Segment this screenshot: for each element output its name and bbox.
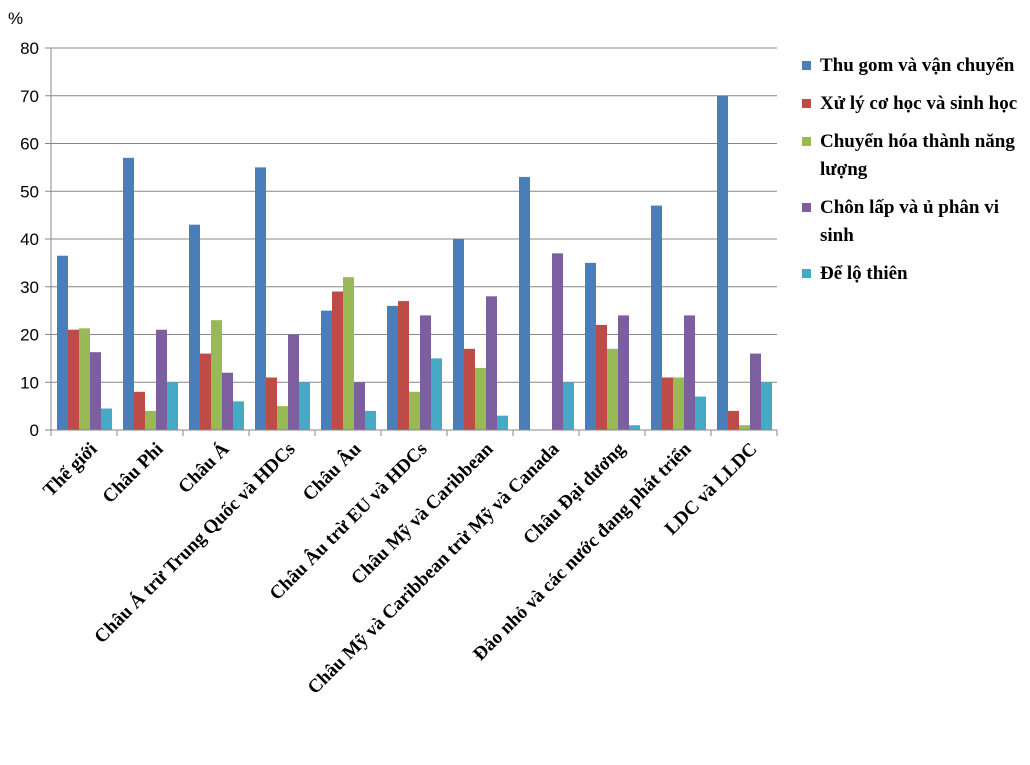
bar — [761, 382, 772, 430]
bar — [90, 352, 101, 430]
bar — [596, 324, 607, 430]
y-tick-label: 10 — [20, 373, 39, 392]
legend: Thu gom và vận chuyển Xử lý cơ học và sin… — [800, 52, 1028, 298]
bar — [343, 277, 354, 430]
bar — [750, 353, 761, 430]
bar — [277, 406, 288, 430]
bar — [200, 353, 211, 430]
bar — [79, 328, 90, 430]
bar — [233, 401, 244, 430]
bar — [167, 382, 178, 430]
x-tick-label: Châu Mỹ và Caribbean trừ Mỹ và Canada — [304, 438, 564, 698]
bar — [255, 167, 266, 430]
bar — [717, 95, 728, 430]
bar — [497, 415, 508, 430]
bar — [354, 382, 365, 430]
bar — [365, 410, 376, 430]
bar — [420, 315, 431, 430]
y-axis-label: % — [8, 9, 23, 28]
y-tick-label: 0 — [30, 421, 39, 440]
legend-label: Thu gom và vận chuyển — [820, 55, 1015, 76]
legend-label: Xử lý cơ học và sinh học — [820, 93, 1018, 114]
bar — [464, 348, 475, 430]
bar — [288, 334, 299, 430]
bar — [695, 396, 706, 430]
y-tick-label: 80 — [20, 39, 39, 58]
bar — [486, 296, 497, 430]
bar — [662, 377, 673, 430]
bar — [134, 391, 145, 430]
legend-label: Để lộ thiên — [820, 263, 908, 284]
bars — [57, 95, 772, 430]
legend-item: Chôn lấp và ủ phân vi sinh — [800, 194, 1028, 250]
legend-swatch — [802, 269, 811, 278]
legend-item: Để lộ thiên — [800, 260, 1028, 288]
bar — [145, 410, 156, 430]
legend-item: Xử lý cơ học và sinh học — [800, 90, 1028, 118]
y-tick-label: 70 — [20, 87, 39, 106]
legend-item: Thu gom và vận chuyển — [800, 52, 1028, 80]
bar — [222, 372, 233, 430]
bar — [739, 425, 750, 430]
bar — [431, 358, 442, 430]
y-tick-label: 50 — [20, 182, 39, 201]
bar — [332, 291, 343, 430]
bar — [629, 425, 640, 430]
legend-label: Chuyển hóa thành năng lượng — [820, 131, 1015, 180]
x-tick-label: Thế giới — [39, 439, 101, 501]
bar — [728, 410, 739, 430]
y-tick-labels: 0 10 20 30 40 50 60 70 80 — [20, 39, 39, 440]
x-tick-label: Châu Á — [174, 438, 234, 498]
bar — [68, 329, 79, 430]
bar — [299, 382, 310, 430]
bar — [398, 301, 409, 430]
legend-item: Chuyển hóa thành năng lượng — [800, 128, 1028, 184]
bar — [266, 377, 277, 430]
bar — [211, 320, 222, 430]
bar — [684, 315, 695, 430]
legend-label: Chôn lấp và ủ phân vi sinh — [820, 197, 999, 246]
axes — [45, 47, 778, 436]
bar — [618, 315, 629, 430]
y-tick-label: 30 — [20, 278, 39, 297]
bar — [387, 305, 398, 430]
bar — [552, 253, 563, 430]
bar — [519, 176, 530, 430]
bar — [651, 205, 662, 430]
bar — [607, 348, 618, 430]
bar — [673, 377, 684, 430]
y-tick-label: 40 — [20, 230, 39, 249]
legend-swatch — [802, 61, 811, 70]
bar — [321, 310, 332, 430]
bar — [585, 262, 596, 430]
bar — [189, 224, 200, 430]
bar — [123, 157, 134, 430]
legend-swatch — [802, 99, 811, 108]
x-tick-label: Châu Phi — [99, 439, 168, 508]
x-tick-label: Châu Âu — [298, 438, 366, 506]
bar — [101, 408, 112, 430]
bar — [453, 239, 464, 430]
bar — [563, 382, 574, 430]
y-tick-label: 60 — [20, 135, 39, 154]
bar — [475, 367, 486, 430]
bar — [156, 329, 167, 430]
y-tick-label: 20 — [20, 326, 39, 345]
bar — [409, 391, 420, 430]
bar — [57, 255, 68, 430]
legend-swatch — [802, 137, 811, 146]
legend-swatch — [802, 203, 811, 212]
